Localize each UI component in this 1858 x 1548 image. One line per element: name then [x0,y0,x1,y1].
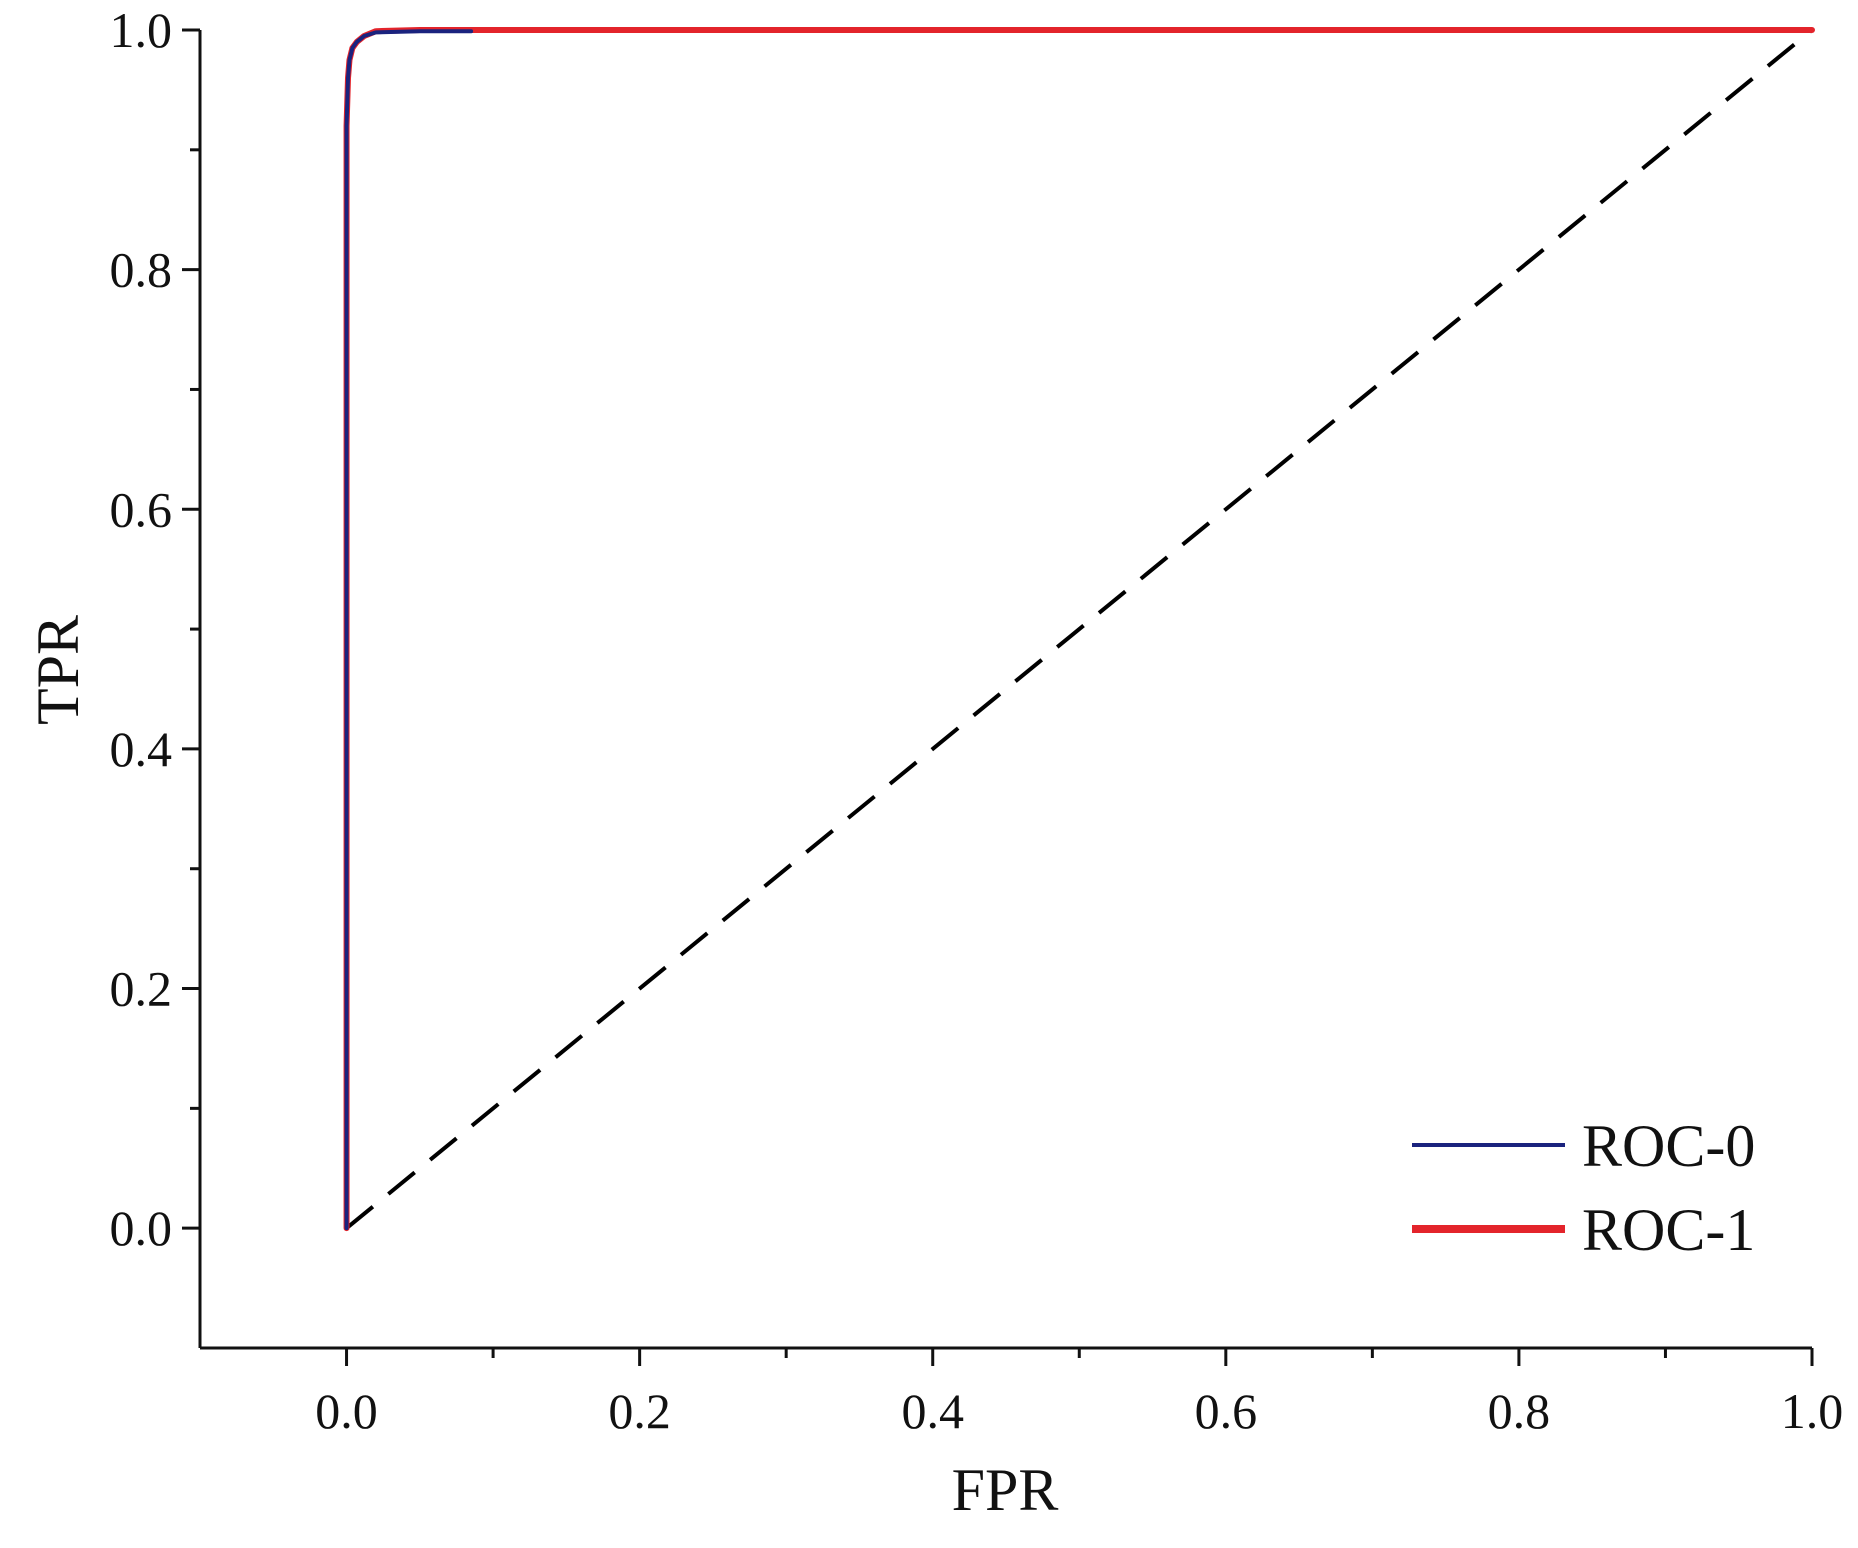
axes [198,30,1812,1350]
series-layer [343,27,1815,1232]
y-tick-label: 0.8 [110,242,173,298]
series-line-roc-0 [344,29,474,1231]
x-tick-label: 0.2 [608,1383,671,1439]
y-tick-label: 1.0 [110,2,173,58]
reference-diagonal-line [345,28,1814,1230]
ticks: 0.0 0.2 0.4 0.6 0.8 1.0 0.0 0.2 0.4 0.6 0.8 1.0 [110,2,1844,1439]
y-tick-label: 0.2 [110,961,173,1017]
x-tick-label: 0.8 [1488,1383,1551,1439]
y-tick-label: 0.6 [110,481,173,537]
x-tick-label: 0.4 [901,1383,964,1439]
x-tick-label: 0.6 [1195,1383,1258,1439]
reference-line-layer [345,28,1814,1230]
x-tick-label: 1.0 [1781,1383,1844,1439]
y-tick-label: 0.0 [110,1200,173,1256]
y-axis-title: TPR [25,615,91,725]
legend-label-roc-0: ROC-0 [1582,1113,1755,1179]
y-tick-label: 0.4 [110,721,173,777]
x-axis-title: FPR [952,1457,1059,1523]
x-tick-label: 0.0 [315,1383,378,1439]
legend: ROC-0 ROC-1 [1412,1113,1755,1263]
legend-label-roc-1: ROC-1 [1582,1197,1755,1263]
